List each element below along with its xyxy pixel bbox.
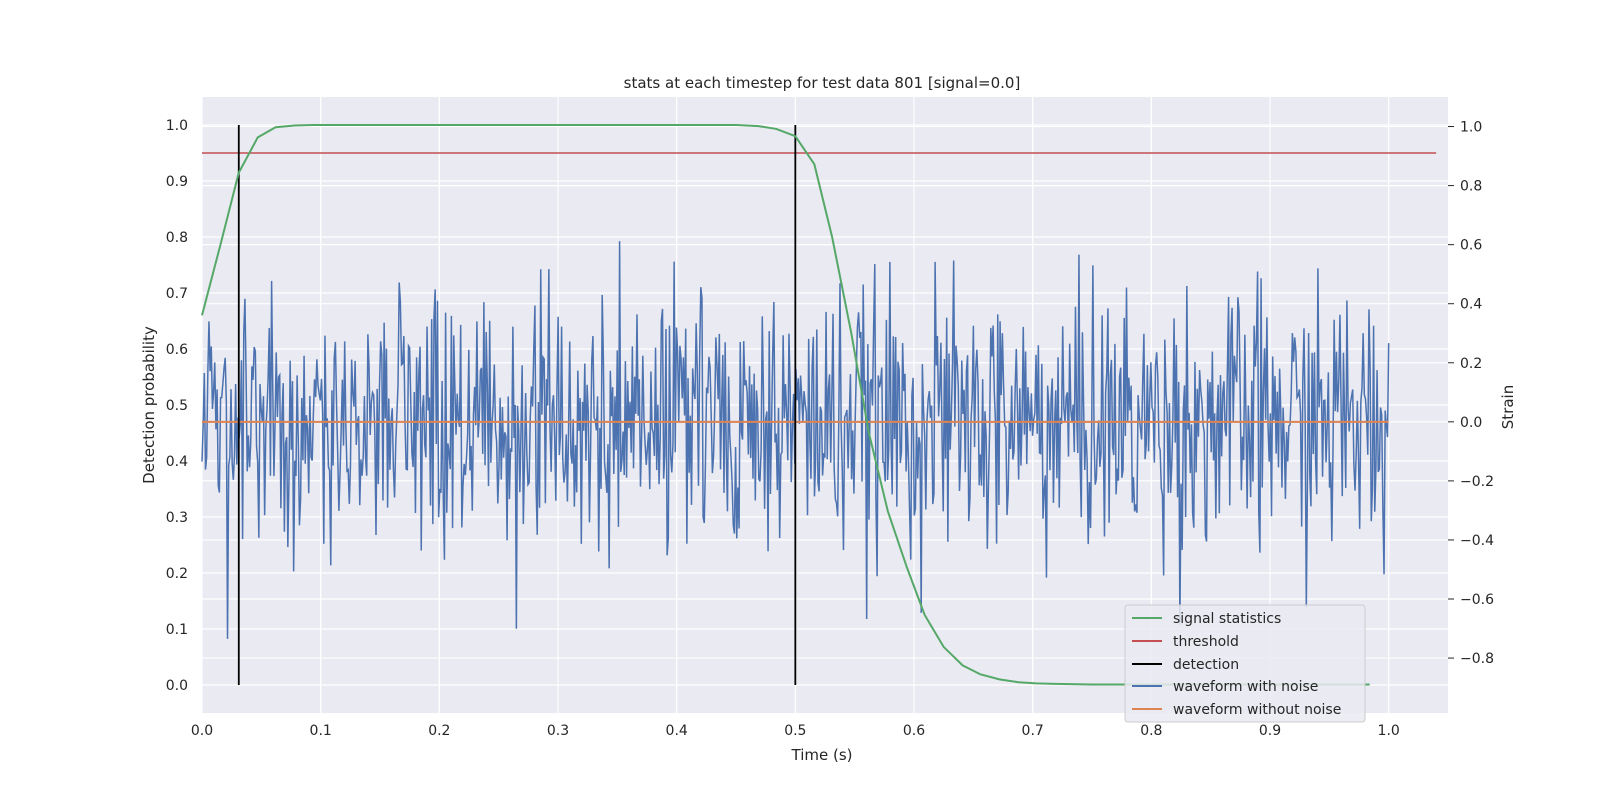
x-tick-label: 0.9 — [1259, 723, 1281, 739]
y2-tick-label: −0.8 — [1460, 651, 1494, 667]
legend-box — [1124, 604, 1366, 723]
y-tick-label: 0.5 — [166, 398, 188, 414]
y-tick-label: 0.4 — [166, 454, 188, 470]
x-tick-label: 1.0 — [1378, 723, 1400, 739]
y-tick-label: 0.8 — [166, 230, 188, 246]
legend: signal statistics threshold detection wa… — [1124, 604, 1366, 723]
y-tick-label: 0.7 — [166, 286, 188, 302]
x-tick-label: 0.5 — [784, 723, 806, 739]
x-tick-label: 0.1 — [310, 723, 332, 739]
legend-label-waveform-with-noise: waveform with noise — [1173, 679, 1318, 695]
y-tick-label: 0.9 — [166, 174, 188, 190]
y2-tick-label: 0.6 — [1460, 238, 1482, 254]
y-tick-label: 0.2 — [166, 566, 188, 582]
legend-label-detection: detection — [1173, 657, 1239, 673]
legend-item-signal-statistics: signal statistics — [1132, 611, 1281, 627]
y2-tick-label: −0.6 — [1460, 592, 1494, 608]
x-tick-label: 0.4 — [666, 723, 688, 739]
legend-item-threshold: threshold — [1132, 634, 1239, 650]
x-tick-label: 0.6 — [903, 723, 925, 739]
x-tick-label: 0.2 — [428, 723, 450, 739]
legend-label-threshold: threshold — [1173, 634, 1239, 650]
legend-item-detection: detection — [1132, 657, 1239, 673]
x-tick-label: 0.7 — [1022, 723, 1044, 739]
y2-tick-label: −0.2 — [1460, 474, 1494, 490]
y-tick-label: 1.0 — [166, 118, 188, 134]
legend-item-waveform-with-noise: waveform with noise — [1132, 679, 1318, 695]
y2-tick-label: 0.0 — [1460, 415, 1482, 431]
legend-item-waveform-without-noise: waveform without noise — [1132, 702, 1341, 718]
chart-title: stats at each timestep for test data 801… — [624, 74, 1021, 92]
y-axis-title: Detection probability — [140, 326, 158, 484]
series-signal-statistics — [201, 124, 1370, 686]
y-tick-label: 0.1 — [166, 622, 188, 638]
y-tick-label: 0.3 — [166, 510, 188, 526]
y2-tick-label: 0.2 — [1460, 356, 1482, 372]
y-axis-ticks: 0.0 0.1 0.2 0.3 0.4 0.5 0.6 0.7 0.8 0.9 1.0 — [166, 118, 188, 694]
legend-label-waveform-without-noise: waveform without noise — [1173, 702, 1341, 718]
y2-tick-label: 0.8 — [1460, 179, 1482, 195]
y-tick-label: 0.6 — [166, 342, 188, 358]
y2-tick-label: 0.4 — [1460, 297, 1482, 313]
x-axis-title: Time (s) — [791, 746, 853, 764]
y2-axis-ticks: −0.8 −0.6 −0.4 −0.2 0.0 0.2 0.4 0.6 0.8 1.0 — [1448, 120, 1494, 667]
y2-tick-label: 1.0 — [1460, 120, 1482, 136]
legend-label-signal-statistics: signal statistics — [1173, 611, 1281, 627]
plot-area — [201, 124, 1437, 686]
y-tick-label: 0.0 — [166, 678, 188, 694]
y2-tick-label: −0.4 — [1460, 533, 1494, 549]
x-tick-label: 0.8 — [1140, 723, 1162, 739]
x-tick-label: 0.0 — [191, 723, 213, 739]
x-axis-ticks: 0.0 0.1 0.2 0.3 0.4 0.5 0.6 0.7 0.8 0.9 1.0 — [191, 723, 1400, 739]
x-tick-label: 0.3 — [547, 723, 569, 739]
y2-axis-title: Strain — [1499, 385, 1517, 429]
